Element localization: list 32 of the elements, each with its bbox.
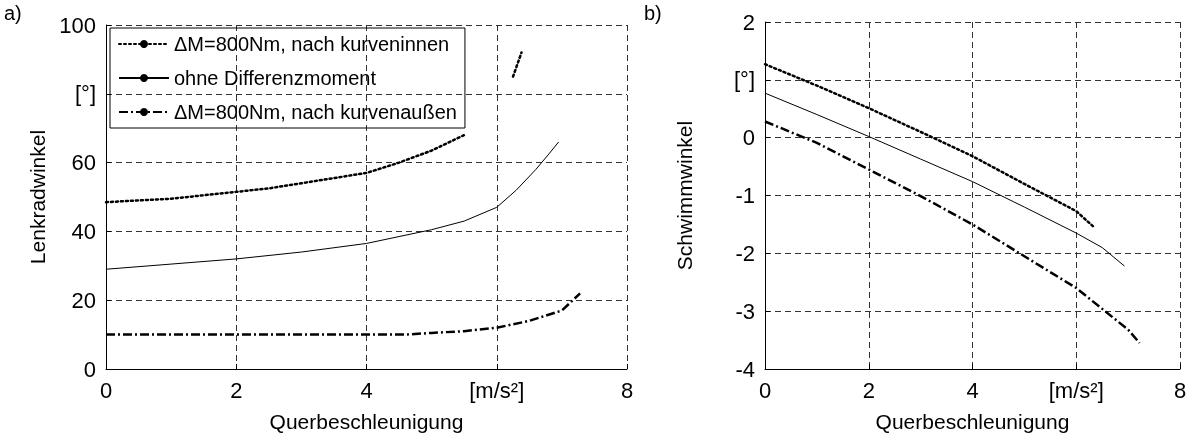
y-tick-label: -1 bbox=[735, 183, 755, 208]
legend-label: ohne Differenzmoment bbox=[174, 67, 377, 89]
x-tick-label: 8 bbox=[620, 377, 634, 403]
y-tick-label: -4 bbox=[735, 356, 755, 382]
legend-label: ΔM=800Nm, nach kurvenaußen bbox=[174, 101, 457, 123]
y-tick-label: 20 bbox=[71, 287, 96, 313]
y-tick-label: 0 bbox=[742, 125, 755, 151]
y-tick-label: [°] bbox=[733, 67, 755, 93]
y-axis-title: Lenkradwinkel bbox=[26, 129, 50, 265]
x-axis-title: Querbeschleunigung bbox=[875, 410, 1070, 433]
x-tick-label: 0 bbox=[758, 377, 772, 403]
y-tick-label: 100 bbox=[59, 12, 96, 38]
y-axis-title: Schwimmwinkel bbox=[673, 120, 696, 271]
x-tick-label: 2 bbox=[862, 377, 875, 403]
x-tick-label: 4 bbox=[360, 377, 373, 403]
chart-title: b) bbox=[644, 2, 662, 24]
x-tick-label: 2 bbox=[230, 377, 243, 403]
x-tick-label: 4 bbox=[966, 377, 979, 403]
y-tick-label: 60 bbox=[71, 150, 96, 176]
y-tick-label: -3 bbox=[735, 298, 755, 324]
y-tick-label: 2 bbox=[742, 9, 755, 35]
chart-title: a) bbox=[4, 2, 22, 24]
y-tick-label: [°] bbox=[74, 81, 96, 107]
y-tick-label: 40 bbox=[71, 218, 96, 244]
x-tick-label: [m/s²] bbox=[1048, 377, 1104, 403]
y-tick-label: -2 bbox=[735, 240, 755, 266]
x-tick-label: 0 bbox=[99, 377, 113, 403]
x-axis-title: Querbeschleunigung bbox=[269, 410, 464, 433]
y-tick-label: 0 bbox=[83, 356, 96, 382]
x-tick-label: [m/s²] bbox=[469, 377, 525, 403]
legend-label: ΔM=800Nm, nach kurveninnen bbox=[174, 33, 450, 55]
x-tick-label: 8 bbox=[1173, 377, 1187, 403]
